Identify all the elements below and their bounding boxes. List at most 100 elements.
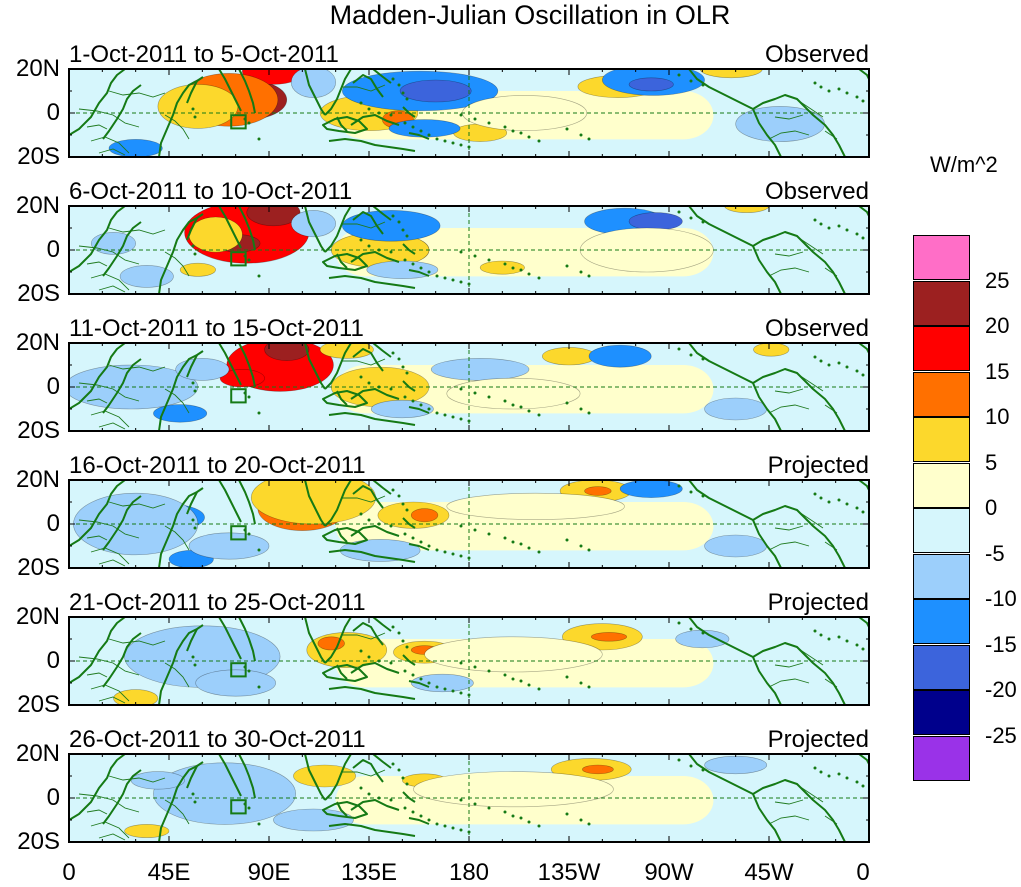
island (565, 538, 569, 542)
negative-anomaly-region (735, 106, 825, 142)
coastline (158, 624, 204, 705)
country-border (90, 821, 130, 839)
coastline (186, 217, 198, 241)
colorbar-unit: W/m^2 (930, 152, 998, 177)
negative-anomaly-region (175, 358, 230, 381)
island (487, 121, 491, 125)
coastline (322, 116, 368, 134)
positive-anomaly-region (753, 343, 790, 357)
island (503, 399, 507, 403)
island (527, 546, 531, 550)
island (527, 820, 531, 824)
island (487, 258, 491, 262)
island (579, 544, 583, 548)
island (427, 818, 431, 822)
country-border (164, 662, 190, 688)
coastline (328, 823, 416, 837)
coastline (752, 231, 846, 294)
island (861, 236, 865, 240)
country-border (90, 684, 130, 702)
negative-anomaly-region (704, 397, 768, 421)
island (813, 492, 817, 496)
island (837, 361, 841, 365)
country-border (341, 221, 386, 229)
coastline (322, 390, 368, 408)
negative-anomaly-region (195, 669, 276, 697)
island (855, 780, 859, 784)
island (403, 806, 407, 810)
island (191, 518, 195, 522)
lon-tick-label: 45E (147, 859, 191, 886)
coastline (688, 69, 754, 110)
island (405, 371, 409, 375)
island (511, 814, 515, 818)
island (487, 669, 491, 673)
island (587, 685, 591, 689)
island (193, 526, 197, 530)
country-border (768, 130, 810, 140)
coastline (372, 343, 392, 358)
coastline (328, 412, 416, 426)
map-frame (68, 616, 870, 706)
coastline (688, 206, 754, 247)
island (503, 810, 507, 814)
coastline (350, 799, 400, 811)
colorbar-box (913, 462, 970, 508)
colorbar-label: -20 (985, 677, 1017, 702)
country-border (768, 815, 810, 825)
map-panel: 16-Oct-2011 to 20-Oct-2011 Projected 20N… (16, 453, 870, 580)
coastline (352, 74, 384, 98)
island (537, 550, 541, 554)
coastline (688, 343, 754, 384)
coastline (328, 686, 416, 700)
coastline (238, 343, 256, 388)
island (191, 381, 195, 385)
lat-tick-label: 0 (46, 236, 60, 263)
coastline (102, 632, 142, 688)
island (503, 536, 507, 540)
island (193, 800, 197, 804)
island (861, 99, 865, 103)
olr-anomaly-map (68, 205, 870, 295)
island (427, 544, 431, 548)
island (405, 645, 409, 649)
country-border (78, 793, 140, 813)
island (397, 494, 401, 498)
island (813, 218, 817, 222)
island (565, 675, 569, 679)
map-frame (68, 205, 870, 295)
island (845, 91, 849, 95)
country-border (164, 388, 190, 414)
colorbar-label: 15 (985, 358, 1010, 384)
panel-status: Projected (767, 726, 869, 753)
colorbar-box (913, 371, 970, 417)
island (451, 689, 455, 693)
island (397, 768, 401, 772)
lat-tick-label: 20S (17, 828, 60, 855)
coastline (752, 368, 846, 431)
country-border (90, 136, 130, 154)
island (257, 685, 261, 689)
island (435, 685, 439, 689)
island (193, 115, 197, 119)
island (459, 250, 463, 254)
negative-anomaly-region (619, 480, 683, 498)
colorbar-label: -25 (985, 722, 1017, 748)
island (845, 228, 849, 232)
map-panel: 11-Oct-2011 to 15-Oct-2011 Observed 20N 0… (16, 316, 870, 443)
island (677, 484, 681, 488)
island (861, 373, 865, 377)
country-border (768, 404, 810, 414)
lon-tick-label: 0 (856, 859, 870, 886)
map-frame (68, 753, 870, 843)
coastline (322, 664, 368, 682)
island (537, 276, 541, 280)
island (451, 552, 455, 556)
island (419, 403, 423, 407)
colorbar-label: 20 (985, 313, 1010, 338)
island (527, 135, 531, 139)
island (367, 518, 371, 522)
island (565, 127, 569, 131)
positive-anomaly-region (179, 262, 216, 277)
coastline (350, 662, 400, 674)
